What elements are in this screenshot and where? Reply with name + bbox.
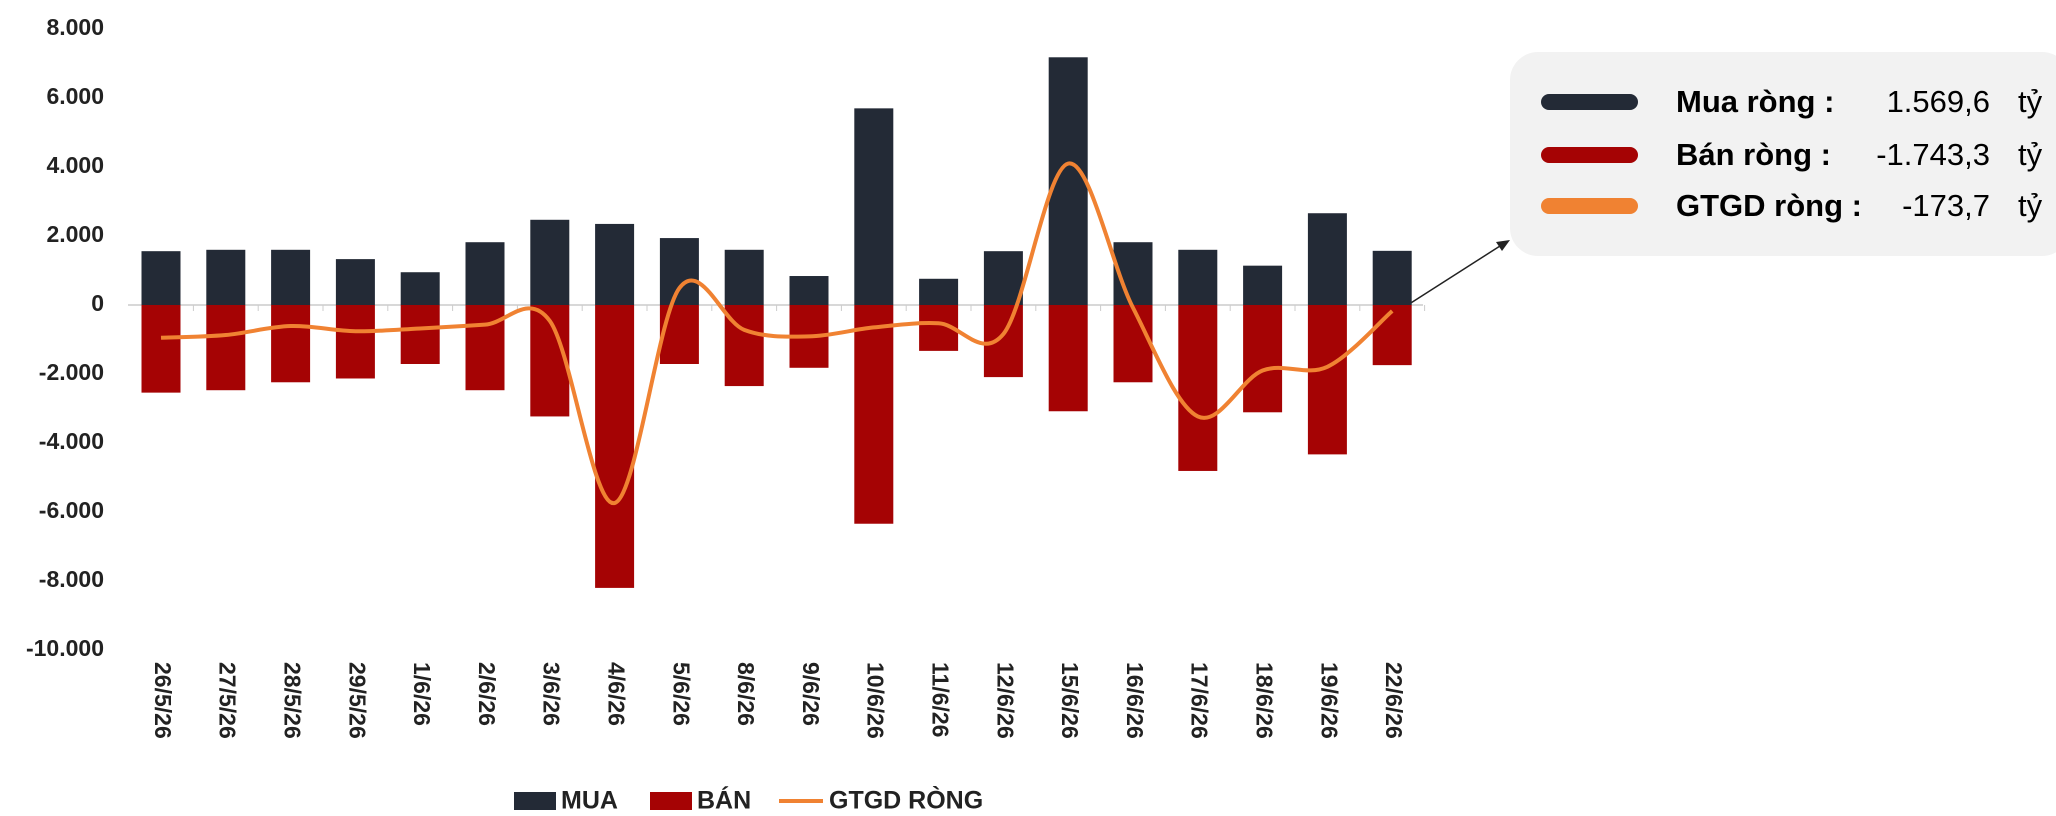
bar <box>1048 305 1088 412</box>
bar <box>1113 305 1153 383</box>
bar <box>141 305 181 393</box>
bar <box>595 305 635 588</box>
bar <box>335 305 375 379</box>
x-tick-label: 28/5/26 <box>280 662 306 739</box>
callout-label: Mua ròng : <box>1676 84 1834 119</box>
callout-value: -1.743,3 <box>1876 137 1990 172</box>
bar <box>400 305 440 364</box>
bar <box>1307 213 1347 305</box>
bar <box>465 305 505 391</box>
x-tick-label: 5/6/26 <box>668 662 694 726</box>
legend-label: BÁN <box>697 786 751 815</box>
y-tick-label: -6.000 <box>39 497 104 523</box>
bar <box>1372 305 1412 366</box>
x-tick-label: 18/6/26 <box>1252 662 1278 739</box>
x-tick-label: 8/6/26 <box>733 662 759 726</box>
callout-arrow <box>1402 245 1501 309</box>
y-tick-label: -8.000 <box>39 566 104 592</box>
bar <box>206 249 246 305</box>
y-tick-label: -10.000 <box>26 635 104 661</box>
y-tick-label: 0 <box>91 290 104 316</box>
y-tick-label: 4.000 <box>46 152 104 178</box>
callout-unit: tỷ <box>2018 188 2043 223</box>
callout-box <box>1510 52 2056 256</box>
x-tick-label: 2/6/26 <box>474 662 500 726</box>
bar <box>854 305 894 524</box>
bar <box>983 305 1023 378</box>
legend-swatch <box>514 792 556 810</box>
bar <box>335 259 375 305</box>
bar <box>1372 250 1412 305</box>
bar <box>271 305 311 383</box>
bar <box>659 238 699 305</box>
callout-label: Bán ròng : <box>1676 137 1831 172</box>
x-tick-label: 22/6/26 <box>1381 662 1407 739</box>
legend-label: MUA <box>561 787 618 815</box>
bar <box>271 249 311 305</box>
bar <box>465 242 505 305</box>
x-tick-label: 12/6/26 <box>992 662 1018 739</box>
line-series <box>160 161 1394 505</box>
x-tick-label: 16/6/26 <box>1122 662 1148 739</box>
y-tick-label: 2.000 <box>46 221 104 247</box>
x-tick-label: 19/6/26 <box>1316 662 1342 739</box>
bar <box>724 249 764 305</box>
x-tick-label: 1/6/26 <box>409 662 435 726</box>
bar <box>1178 305 1218 471</box>
bar <box>141 251 181 305</box>
bar <box>1178 249 1218 305</box>
x-tick-label: 4/6/26 <box>604 662 630 726</box>
x-tick-label: 11/6/26 <box>928 662 954 737</box>
bar <box>1307 305 1347 455</box>
legend-swatch <box>650 792 692 810</box>
x-tick-label: 29/5/26 <box>344 662 370 739</box>
y-tick-label: -2.000 <box>39 359 104 385</box>
x-tick-label: 27/5/26 <box>215 662 241 739</box>
bar <box>530 219 570 305</box>
callout-label: GTGD ròng : <box>1676 188 1862 223</box>
y-tick-label: 6.000 <box>46 83 104 109</box>
x-tick-label: 15/6/26 <box>1057 662 1083 739</box>
bar <box>854 108 894 305</box>
bar <box>789 276 829 305</box>
callout-value: 1.569,6 <box>1887 84 1990 119</box>
x-tick-label: 26/5/26 <box>150 662 176 739</box>
bar <box>400 272 440 305</box>
bar <box>1243 265 1283 305</box>
callout-unit: tỷ <box>2018 137 2043 172</box>
y-tick-label: -4.000 <box>39 428 104 454</box>
callout-unit: tỷ <box>2018 84 2043 119</box>
bar <box>659 305 699 364</box>
bar <box>983 251 1023 305</box>
x-tick-label: 3/6/26 <box>539 662 565 726</box>
bar <box>206 305 246 391</box>
bar <box>919 278 959 305</box>
callout-value: -173,7 <box>1902 188 1990 223</box>
bar <box>1243 305 1283 413</box>
callout-arrowhead <box>1496 240 1510 251</box>
x-tick-label: 17/6/26 <box>1187 662 1213 739</box>
x-tick-label: 10/6/26 <box>863 662 889 739</box>
bar <box>595 223 635 305</box>
y-tick-label: 8.000 <box>46 14 104 40</box>
legend-label: GTGD RÒNG <box>829 785 983 815</box>
x-tick-label: 9/6/26 <box>798 662 824 726</box>
